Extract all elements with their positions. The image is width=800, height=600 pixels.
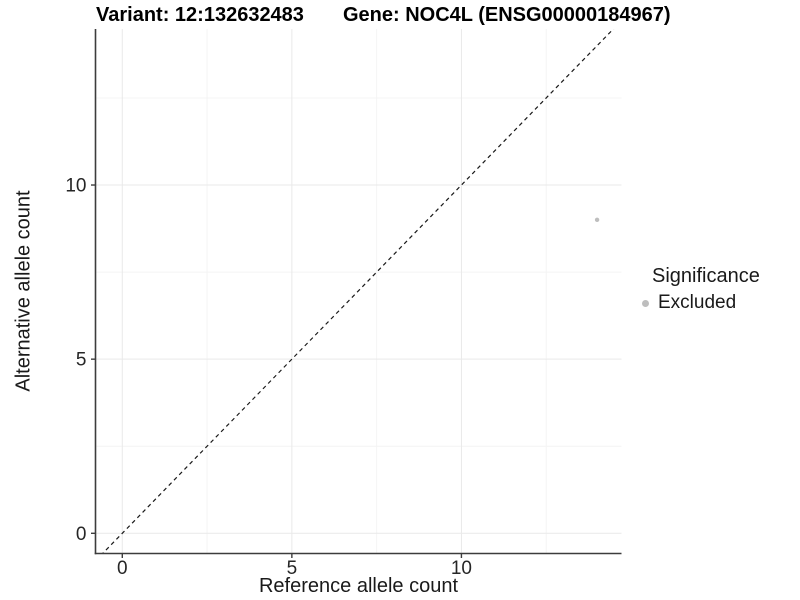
data-point [594, 217, 600, 223]
legend-dot-icon [642, 299, 649, 307]
legend-item-label: Excluded [658, 292, 737, 313]
x-axis-title: Reference allele count [258, 575, 458, 597]
x-tick-label: 0 [117, 558, 128, 579]
y-tick-label: 10 [65, 176, 86, 197]
y-axis-title: Alternative allele count [12, 190, 35, 392]
legend-title: Significance [652, 265, 760, 287]
legend-item-excluded: Excluded [637, 292, 760, 314]
y-tick-label: 5 [76, 350, 87, 371]
legend-key [637, 295, 654, 312]
identity-reference-line [101, 29, 615, 554]
y-tick-label: 0 [76, 524, 87, 545]
x-tick-label: 5 [287, 558, 298, 579]
plot-title-gene: Gene: NOC4L (ENSG00000184967) [343, 4, 671, 26]
plot-title-variant: Variant: 12:132632483 [96, 4, 304, 26]
x-tick-label: 10 [451, 558, 472, 579]
legend: Significance Excluded [637, 265, 760, 314]
